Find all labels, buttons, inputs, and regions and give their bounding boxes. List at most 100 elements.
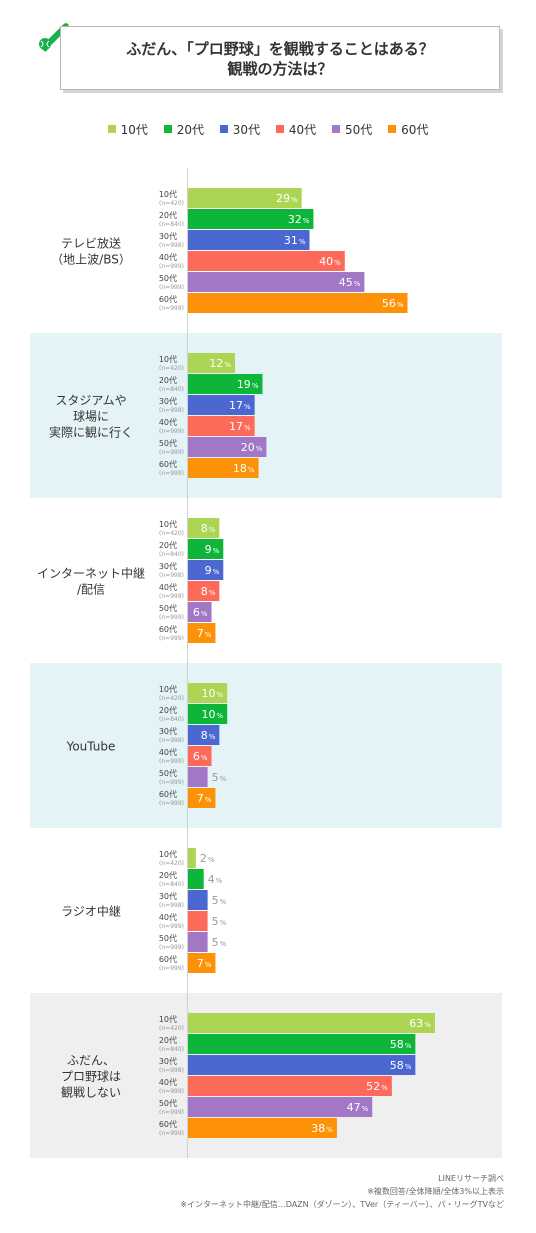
age-label: 10代 [159, 1014, 177, 1024]
legend-item-60s: 60代 [388, 121, 428, 138]
value-label: 63% [409, 1017, 431, 1030]
bar [188, 704, 228, 724]
bar [188, 746, 212, 766]
value-unit: % [220, 919, 227, 927]
bar [188, 788, 216, 808]
age-label: 50代 [159, 273, 177, 283]
sample-size-label: (n=840) [159, 551, 184, 558]
value-unit: % [354, 280, 361, 288]
age-label: 50代 [159, 438, 177, 448]
value-unit: % [216, 877, 223, 885]
legend-label: 60代 [401, 123, 429, 137]
sample-size-label: (n=999) [159, 284, 184, 291]
sample-size-label: (n=420) [159, 695, 184, 702]
sample-size-label: (n=840) [159, 881, 184, 888]
age-label: 60代 [159, 624, 177, 634]
sample-size-label: (n=999) [159, 1088, 184, 1095]
legend-swatch [332, 125, 341, 133]
value-unit: % [252, 382, 259, 390]
sample-size-label: (n=999) [159, 965, 184, 972]
value-unit: % [220, 898, 227, 906]
value-unit: % [405, 1042, 412, 1050]
sample-size-label: (n=999) [159, 923, 184, 930]
value-unit: % [299, 238, 306, 246]
value-unit: % [381, 1084, 388, 1092]
value-label: 58% [390, 1038, 412, 1051]
value-label: 29% [276, 192, 298, 205]
bar [188, 767, 208, 787]
legend: 10代 20代 30代 40代 50代 60代 [0, 121, 536, 137]
age-label: 20代 [159, 210, 177, 220]
title-box: ふだん、「プロ野球」を観戦することはある？ 観戦の方法は？ [60, 26, 500, 90]
bar [188, 374, 263, 394]
value-unit: % [209, 526, 216, 534]
legend-label: 40代 [288, 123, 317, 137]
sample-size-label: (n=999) [159, 614, 184, 621]
bar [188, 602, 212, 622]
bar [188, 1055, 416, 1075]
age-label: 30代 [159, 396, 177, 406]
bar [188, 869, 204, 889]
footnotes: LINEリサーチ調べ ※複数回答/全体降順/全体3%以上表示 ※インターネット中… [180, 1172, 504, 1211]
bar [188, 683, 228, 703]
bar [188, 623, 216, 643]
value-label: 12% [209, 357, 231, 370]
age-label: 40代 [159, 1077, 177, 1087]
sample-size-label: (n=999) [159, 635, 184, 642]
value-unit: % [424, 1021, 431, 1029]
category-label: 実際に観に行く [49, 425, 133, 440]
value-unit: % [334, 259, 341, 267]
value-label: 56% [382, 297, 404, 310]
value-label: 5% [212, 915, 227, 928]
bar [188, 911, 208, 931]
sample-size-label: (n=999) [159, 470, 184, 477]
chart-title: ふだん、「プロ野球」を観戦することはある？ 観戦の方法は？ [61, 39, 499, 79]
value-label: 32% [288, 213, 310, 226]
age-label: 50代 [159, 1098, 177, 1108]
bar [188, 932, 208, 952]
value-label: 58% [390, 1059, 412, 1072]
sample-size-label: (n=999) [159, 944, 184, 951]
legend-label: 50代 [345, 123, 373, 137]
category-label: /配信 [77, 583, 105, 597]
value-label: 40% [319, 255, 341, 268]
value-label: 5% [212, 936, 227, 949]
bar [188, 437, 267, 457]
value-label: 47% [347, 1101, 369, 1114]
value-label: 7% [197, 957, 212, 970]
age-label: 50代 [159, 603, 177, 613]
legend-label: 30代 [232, 123, 261, 137]
value-unit: % [405, 1063, 412, 1071]
value-unit: % [217, 712, 224, 720]
age-label: 60代 [159, 954, 177, 964]
value-label: 8% [201, 729, 216, 742]
legend-swatch [163, 125, 172, 133]
value-unit: % [362, 1105, 369, 1113]
age-label: 40代 [159, 747, 177, 757]
sample-size-label: (n=998) [159, 572, 184, 579]
category-label: スタジアムや [55, 394, 126, 408]
value-unit: % [244, 424, 251, 432]
sample-size-label: (n=999) [159, 779, 184, 786]
category-label: 球場に [73, 410, 109, 424]
value-label: 45% [339, 276, 361, 289]
bar [188, 1013, 435, 1033]
value-unit: % [220, 940, 227, 948]
bar [188, 1097, 373, 1117]
bar [188, 518, 220, 538]
age-label: 60代 [159, 459, 177, 469]
title-line-1: ふだん、「プロ野球」を観戦することはある？ [126, 40, 434, 58]
legend-label: 20代 [176, 123, 204, 137]
value-unit: % [201, 754, 208, 762]
value-unit: % [209, 733, 216, 741]
bar [188, 848, 196, 868]
value-label: 52% [366, 1080, 388, 1093]
age-label: 50代 [159, 933, 177, 943]
sample-size-label: (n=999) [159, 305, 184, 312]
age-label: 20代 [159, 705, 177, 715]
age-label: 10代 [159, 684, 177, 694]
value-label: 7% [197, 627, 212, 640]
category-label: （地上波/BS） [51, 253, 131, 267]
legend-item-40s: 40代 [275, 121, 317, 138]
age-label: 30代 [159, 891, 177, 901]
